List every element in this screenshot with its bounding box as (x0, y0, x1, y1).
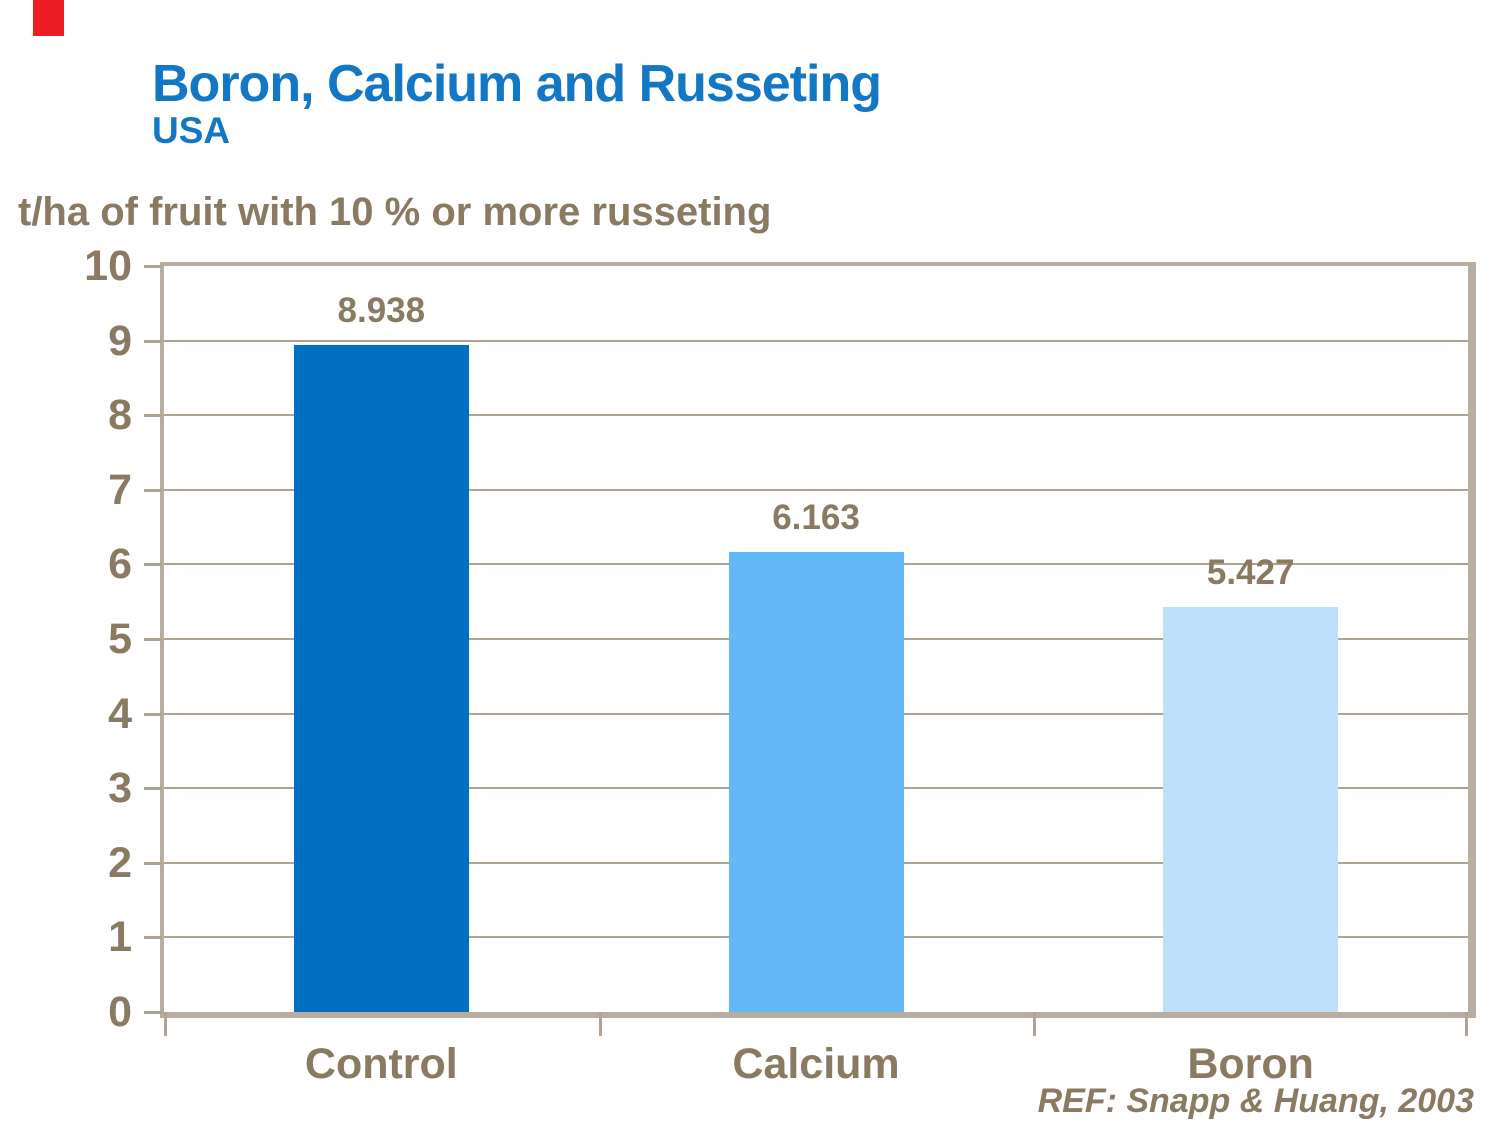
x-axis-label-calcium: Calcium (732, 1040, 900, 1088)
y-axis-tick (144, 638, 162, 641)
gridline (164, 488, 1468, 491)
y-axis-tick-label: 5 (108, 615, 132, 663)
bar-calcium (728, 552, 904, 1012)
bar-control (293, 345, 469, 1012)
y-axis-title: t/ha of fruit with 10 % or more russetin… (18, 190, 772, 234)
bar-value-label: 8.938 (337, 291, 426, 331)
y-axis-tick (144, 265, 162, 268)
y-axis-tick-label: 9 (108, 316, 132, 365)
y-axis-tick (144, 339, 162, 343)
x-axis-tick (164, 1012, 167, 1036)
chart-subtitle: USA (152, 110, 231, 151)
y-axis-tick-label: 3 (108, 764, 132, 813)
x-axis-tick (598, 1012, 602, 1036)
reference-citation: REF: Snapp & Huang, 2003 (1037, 1082, 1474, 1120)
bar-value-label: 5.427 (1206, 553, 1295, 593)
y-axis-tick (144, 936, 162, 940)
y-axis-tick (144, 488, 162, 492)
x-axis-label-control: Control (304, 1040, 458, 1088)
y-axis-tick (144, 1011, 162, 1014)
y-axis-tick (144, 861, 162, 865)
y-axis-tick-label: 6 (108, 540, 132, 589)
plot-area: 0 1 2 3 4 5 6 7 8 9 10 8.938 Control 6.163 Calcium 5.42… (84, 242, 1476, 1088)
x-axis-tick (1033, 1012, 1037, 1036)
bar-boron (1163, 607, 1339, 1012)
red-accent-bar (33, 0, 64, 36)
y-axis-tick-label: 4 (108, 689, 132, 738)
y-axis-tick-label: 1 (108, 913, 132, 962)
x-axis-label-boron: Boron (1187, 1040, 1314, 1088)
y-axis-tick-label: 2 (108, 838, 132, 887)
gridline (164, 414, 1468, 417)
y-axis-tick (144, 712, 162, 716)
chart-title: Boron, Calcium and Russeting (152, 55, 882, 113)
y-axis-tick (144, 787, 162, 791)
bar-value-label: 6.163 (772, 498, 860, 538)
y-axis-tick-label: 7 (108, 465, 132, 514)
y-axis-tick (144, 414, 162, 418)
x-axis-tick (1465, 1012, 1468, 1036)
gridline (164, 339, 1468, 342)
y-axis-tick-label: 8 (108, 391, 132, 440)
y-axis-tick-label: 0 (108, 988, 132, 1036)
y-axis-tick (144, 563, 162, 567)
y-axis-tick-label: 10 (84, 242, 132, 290)
